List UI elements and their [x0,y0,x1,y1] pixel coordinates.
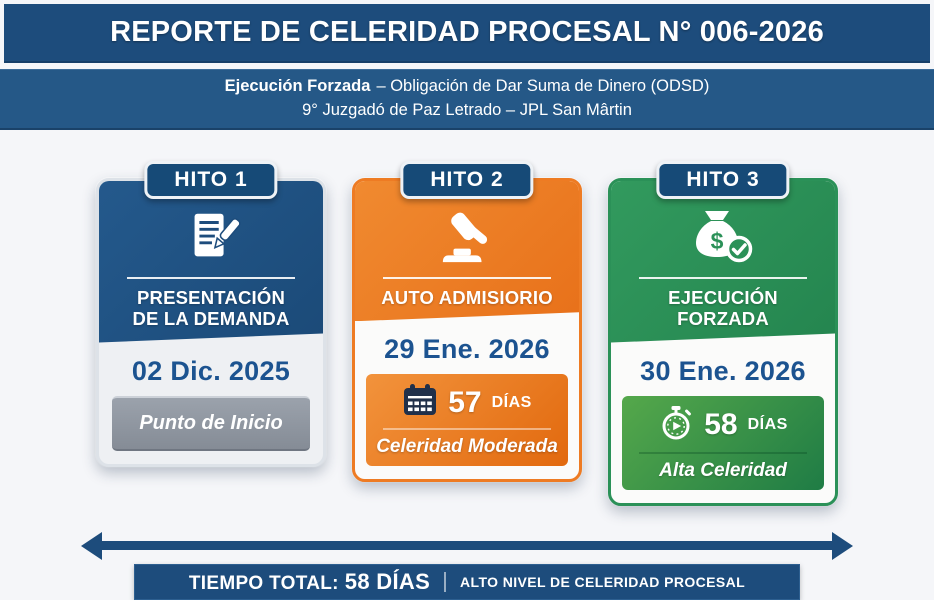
milestone-3-days-unit: DÍAS [747,416,788,434]
divider [383,428,551,431]
svg-text:$: $ [711,228,724,254]
milestone-3-status-box: 58 DÍAS Alta Celeridad [622,395,824,490]
arrow-left-head-icon [81,531,102,560]
milestone-card-3-body: $ EJECUCIÓN FORZADA 30 Ene. 2026 [608,178,838,506]
divider [639,451,807,454]
milestone-2-status-box: 57 DÍAS Celeridad Moderada [366,374,568,467]
milestone-3-title: EJECUCIÓN FORZADA [621,287,825,330]
milestone-3-speed-label: Alta Celeridad [659,459,787,481]
milestone-2-speed-label: Celeridad Moderada [376,436,558,458]
milestone-1-title: PRESENTACIÓN DE LA DEMANDA [132,287,289,330]
gavel-icon [436,206,498,268]
milestone-3-date: 30 Ene. 2026 [640,355,806,386]
hito-1-badge: HITO 1 [144,161,278,199]
milestone-3-header: $ EJECUCIÓN FORZADA [611,181,835,343]
hito-3-badge: HITO 3 [656,161,790,199]
divider [127,277,294,279]
total-time-label: TIEMPO TOTAL: [188,572,339,594]
divider [639,277,806,279]
timeline-double-arrow [81,531,853,560]
arrow-right-head-icon [832,531,853,560]
milestone-2-detail: 29 Ene. 2026 [355,321,579,479]
milestone-1-status-box: Punto de Inicio [112,395,310,451]
milestone-1-header: PRESENTACIÓN DE LA DEMANDA [99,181,323,343]
total-time-text: TIEMPO TOTAL: 58 DÍAS [189,569,430,595]
milestone-1-date: 02 Dic. 2025 [131,355,291,386]
milestone-3-detail: 30 Ene. 2026 [611,343,835,503]
arrow-shaft [102,541,832,551]
milestone-card-3: HITO 3 $ EJECUCIÓN FORZADA [608,161,838,506]
milestone-1-detail: 02 Dic. 2025 Punto de Inicio [99,343,323,464]
milestone-card-2-body: AUTO ADMISIORIO 29 Ene. 2026 [352,178,582,483]
divider [444,571,447,592]
milestone-2-header: AUTO ADMISIORIO [355,181,579,321]
milestone-2-title-line1: AUTO ADMISIORIO [381,287,553,308]
report-title-band: REPORTE DE CELERIDAD PROCESAL N° 006-202… [4,4,930,63]
milestone-card-1: HITO 1 [96,161,326,467]
milestone-2-days-value: 57 [448,385,482,419]
case-type-bold: Ejecución Forzada [224,77,371,96]
milestone-1-title-line1: PRESENTACIÓN [136,287,285,308]
milestone-card-2: HITO 2 [352,161,582,483]
total-time-bar: TIEMPO TOTAL: 58 DÍAS ALTO NIVEL DE CELER… [134,563,800,600]
case-type-line: Ejecución Forzada – Obligación de Dar Sum… [225,75,710,99]
court-line: 9° Juzgadó de Paz Letrado – JPL San Mârt… [302,101,632,119]
celerity-level-text: ALTO NIVEL DE CELERIDAD PROCESAL [460,573,746,590]
timeline-footer: TIEMPO TOTAL: 58 DÍAS ALTO NIVEL DE CELER… [0,531,934,600]
milestone-3-days-row: 58 DÍAS [628,405,818,446]
case-type-rest: – Obligación de Dar Suma de Dinero (ODSD… [376,77,710,96]
milestone-1-title-line2: DE LA DEMANDA [132,308,290,330]
report-title: REPORTE DE CELERIDAD PROCESAL N° 006-202… [110,16,824,48]
milestone-3-days-value: 58 [704,408,738,442]
milestone-2-days-unit: DÍAS [491,393,532,411]
divider [383,277,550,279]
money-bag-check-icon: $ [691,206,755,268]
milestone-3-title-line1: EJECUCIÓN FORZADA [668,287,778,330]
document-pen-icon [180,206,242,268]
milestones-row: HITO 1 [0,161,934,506]
report-canvas: REPORTE DE CELERIDAD PROCESAL N° 006-202… [0,4,934,600]
milestone-card-1-body: PRESENTACIÓN DE LA DEMANDA 02 Dic. 2025 … [96,178,326,467]
report-subtitle-band: Ejecución Forzada – Obligación de Dar Sum… [0,69,934,130]
milestone-2-date: 29 Ene. 2026 [384,334,550,365]
total-time-value: 58 DÍAS [344,568,431,594]
stopwatch-icon [658,405,694,446]
calendar-icon [402,383,438,422]
milestone-2-title: AUTO ADMISIORIO [381,287,553,308]
milestone-2-days-row: 57 DÍAS [372,383,562,422]
hito-2-badge: HITO 2 [400,161,534,199]
